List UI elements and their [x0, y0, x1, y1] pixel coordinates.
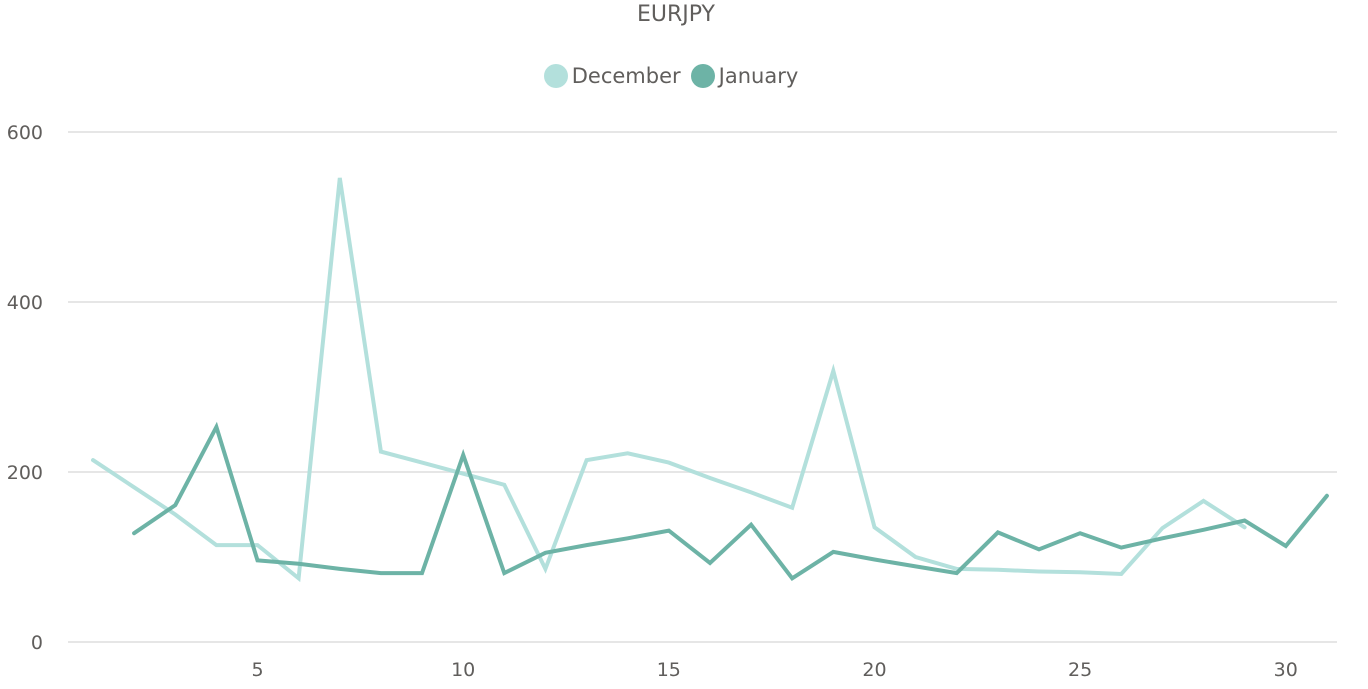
legend-item-january[interactable]: January: [690, 64, 799, 88]
gridlines: [68, 131, 1337, 643]
series-line-january[interactable]: [132, 421, 1329, 581]
x-tick-label: 15: [657, 659, 681, 681]
x-tick-label: 20: [862, 659, 886, 681]
legend-label: December: [571, 64, 681, 88]
legend: December January: [0, 64, 1342, 88]
x-tick-label: 10: [451, 659, 475, 681]
y-tick-label: 200: [7, 462, 43, 484]
x-tick-label: 5: [251, 659, 263, 681]
y-tick-label: 600: [7, 122, 43, 144]
legend-dot-icon: [690, 64, 715, 88]
chart-title: EURJPY: [637, 2, 715, 27]
series-lines: [91, 177, 1329, 583]
y-axis: 0 200 400 600: [7, 122, 43, 654]
x-tick-label: 30: [1274, 659, 1298, 681]
legend-dot-icon: [543, 64, 568, 88]
series-line-december[interactable]: [91, 177, 1247, 583]
x-axis: 5 10 15 20 25 30: [251, 659, 1297, 681]
y-tick-label: 400: [7, 292, 43, 314]
y-tick-label: 0: [31, 632, 43, 654]
legend-label: January: [718, 64, 799, 88]
legend-item-december[interactable]: December: [543, 64, 681, 88]
x-tick-label: 25: [1068, 659, 1092, 681]
